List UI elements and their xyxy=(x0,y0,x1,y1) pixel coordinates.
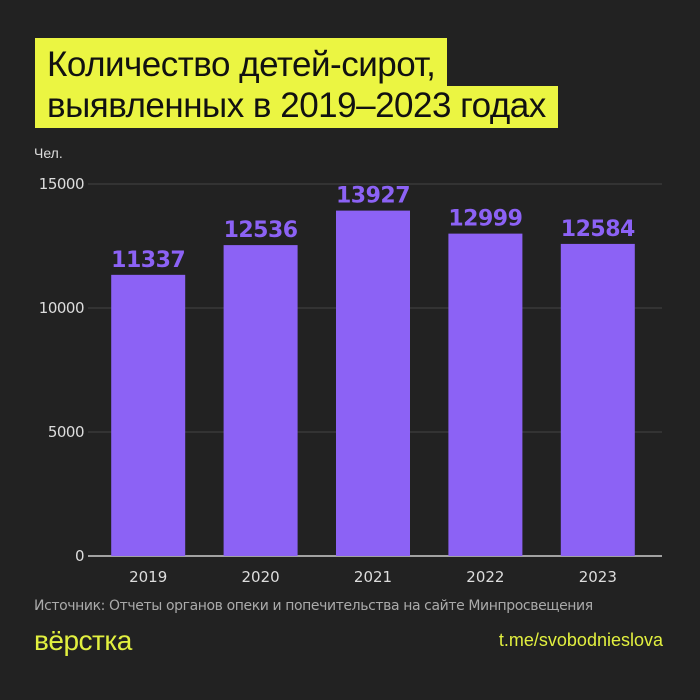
y-tick-label: 15000 xyxy=(39,175,84,193)
bar-2023 xyxy=(560,243,635,556)
data-label: 12536 xyxy=(224,218,298,243)
data-label: 11337 xyxy=(111,248,185,273)
title-line-2: выявленных в 2019–2023 годах xyxy=(35,86,558,128)
x-tick-label: 2019 xyxy=(129,568,167,586)
y-tick-label: 10000 xyxy=(39,299,84,317)
bar-2019 xyxy=(111,274,186,556)
logo: вёрстка xyxy=(34,625,132,656)
bar-2020 xyxy=(223,245,298,557)
bar-2022 xyxy=(448,233,523,556)
x-tick-label: 2021 xyxy=(354,568,392,586)
data-label: 12584 xyxy=(561,217,635,242)
x-tick-label: 2022 xyxy=(466,568,504,586)
channel-link[interactable]: t.me/svobodnieslova xyxy=(498,630,663,650)
y-tick-label: 5000 xyxy=(48,423,84,441)
bar-2021 xyxy=(336,210,410,556)
source-note: Источник: Отчеты органов опеки и попечит… xyxy=(34,598,593,614)
y-tick-label: 0 xyxy=(75,547,84,565)
data-label: 12999 xyxy=(448,207,522,232)
y-axis-label: Чел. xyxy=(34,145,63,161)
data-label: 13927 xyxy=(336,184,410,209)
title-line-1: Количество детей-сирот, xyxy=(35,38,448,88)
x-tick-label: 2023 xyxy=(579,568,617,586)
x-tick-label: 2020 xyxy=(242,568,280,586)
